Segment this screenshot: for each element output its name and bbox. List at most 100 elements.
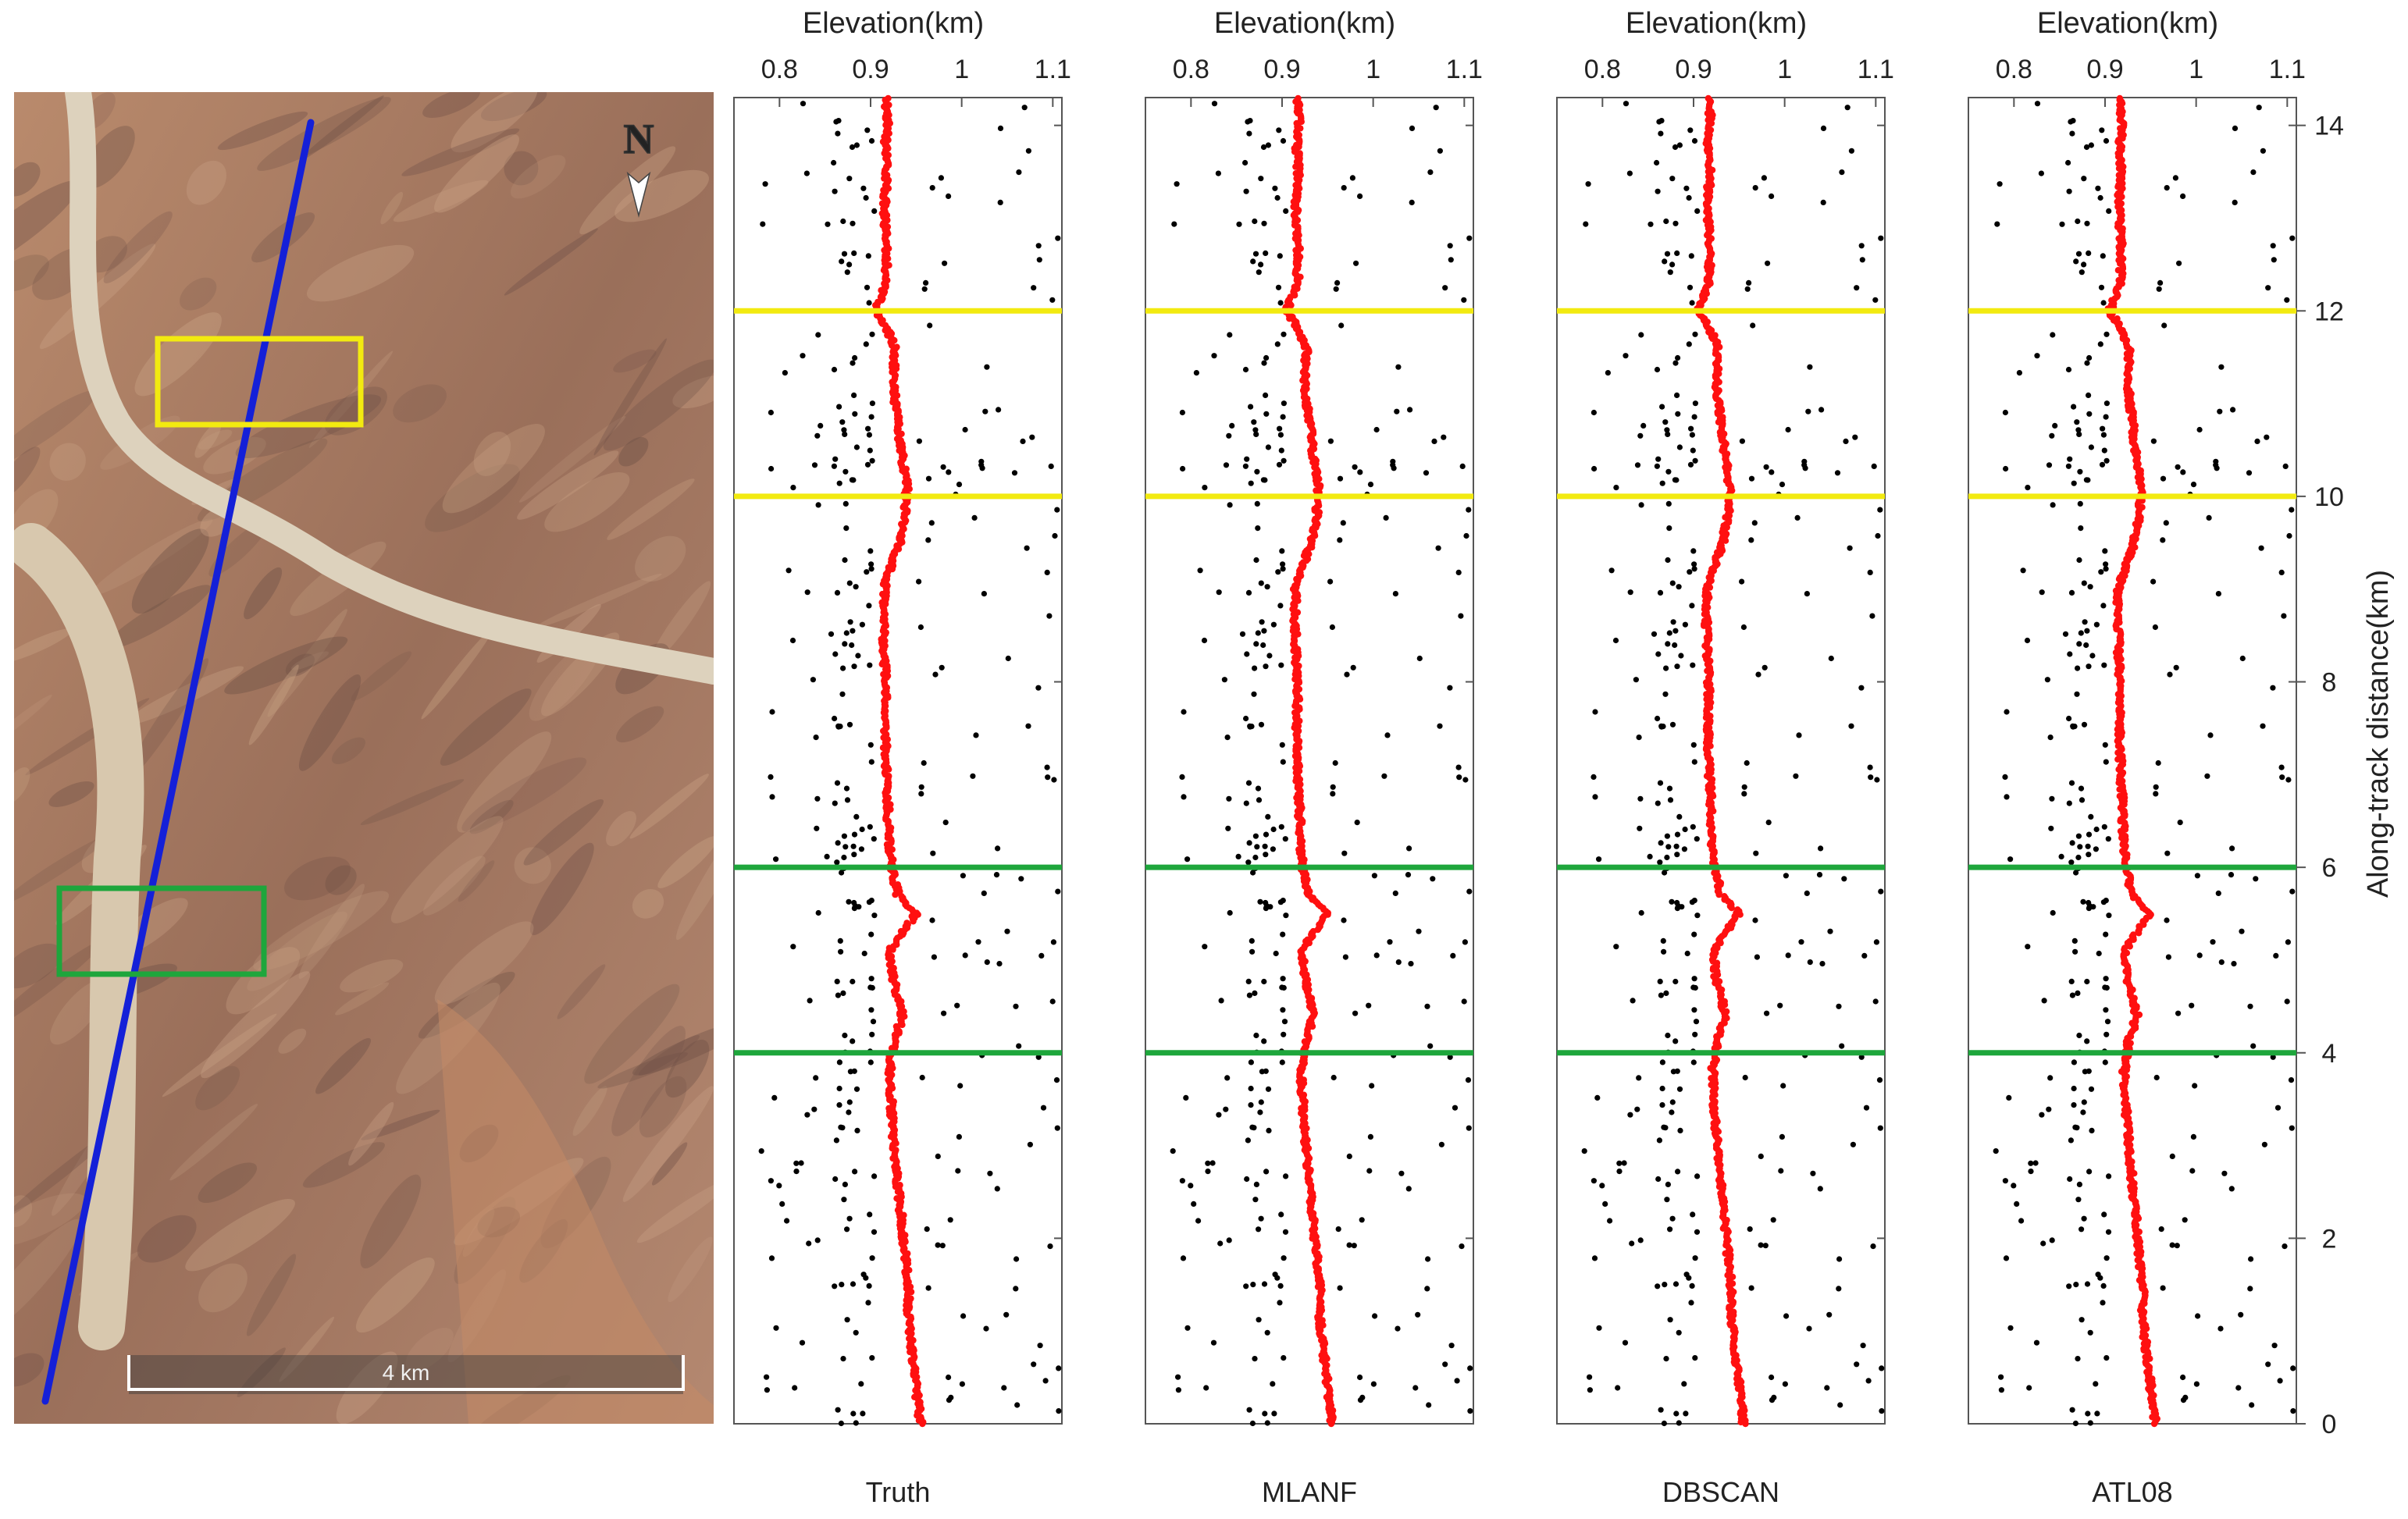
noise-point [2077, 500, 2083, 507]
noise-point [1758, 1153, 1764, 1159]
noise-point [1357, 1374, 1363, 1381]
noise-point [929, 185, 935, 191]
noise-point [962, 426, 968, 433]
noise-point [853, 1329, 859, 1336]
noise-point [1785, 952, 1791, 959]
noise-point [1755, 671, 1761, 678]
noise-point [1658, 724, 1665, 730]
noise-point [2176, 260, 2182, 266]
terrain-patch [442, 424, 545, 514]
noise-point [789, 637, 796, 644]
satellite-map: N 4 km [14, 92, 714, 1424]
noise-point [1780, 1083, 1786, 1089]
noise-point [930, 850, 936, 856]
noise-point [2271, 257, 2277, 263]
noise-point [2103, 457, 2110, 464]
noise-point [2150, 578, 2157, 585]
noise-point [1676, 813, 1683, 820]
noise-point [1256, 1317, 1262, 1323]
noise-point [2052, 422, 2058, 429]
noise-point [2081, 1099, 2087, 1105]
terrain-patch [504, 228, 598, 296]
noise-point [2066, 715, 2072, 722]
noise-point [2072, 1420, 2079, 1427]
noise-point [1591, 465, 1598, 472]
noise-point [1647, 853, 1653, 859]
noise-point [2073, 1282, 2079, 1288]
noise-point [2258, 545, 2264, 551]
noise-point [1459, 463, 1466, 470]
noise-point [1217, 1240, 1224, 1247]
noise-point [2260, 723, 2266, 729]
noise-point [2080, 1109, 2086, 1115]
terrain-patch [251, 212, 315, 263]
noise-point [2081, 721, 2088, 727]
noise-point [2016, 370, 2022, 376]
x-tick-label: 0.9 [2086, 55, 2123, 84]
noise-point [1656, 1137, 1662, 1144]
noise-point [1270, 846, 1276, 852]
noise-point [1049, 998, 1056, 1005]
noise-point [1879, 1365, 1885, 1371]
noise-point [1843, 438, 1849, 445]
noise-point [917, 624, 924, 631]
terrain-patch [198, 1263, 248, 1313]
noise-point [2076, 1181, 2082, 1187]
noise-point [1868, 774, 1874, 781]
noise-point [1184, 1325, 1191, 1331]
noise-point [2232, 125, 2239, 131]
noise-point [1264, 1329, 1270, 1336]
noise-point [2058, 853, 2064, 859]
noise-point [1826, 1311, 1833, 1318]
terrain-patch [198, 1162, 258, 1203]
noise-point [2195, 1313, 2201, 1319]
noise-point [1599, 1183, 1605, 1189]
noise-point [850, 843, 857, 849]
terrain-patch [14, 162, 41, 197]
noise-point [1634, 1106, 1640, 1112]
noise-point [1659, 1059, 1665, 1065]
noise-point [1839, 1043, 1845, 1049]
noise-point [2103, 1355, 2110, 1361]
noise-point [834, 780, 841, 786]
noise-point [1252, 251, 1259, 257]
noise-point [1262, 843, 1268, 849]
noise-point [2103, 1255, 2110, 1261]
noise-point [1367, 1133, 1373, 1140]
noise-point [2075, 990, 2081, 996]
noise-point [1265, 444, 1271, 450]
noise-point [815, 332, 821, 338]
noise-point [846, 1109, 852, 1115]
terrain-patch [298, 674, 362, 771]
noise-point [940, 464, 946, 470]
noise-point [1437, 723, 1443, 729]
noise-point [1184, 856, 1191, 863]
noise-point [835, 840, 841, 846]
noise-point [1263, 899, 1269, 906]
noise-point [861, 950, 867, 957]
terrain-patch [632, 1019, 714, 1076]
noise-point [1627, 1112, 1633, 1118]
terrain-patch [672, 375, 714, 409]
noise-point [762, 181, 768, 187]
noise-point [868, 566, 875, 572]
noise-point [1848, 723, 1854, 729]
noise-point [868, 561, 875, 567]
noise-point [1215, 170, 1221, 176]
terrain-patch [246, 1254, 297, 1336]
noise-point [1594, 1094, 1601, 1101]
noise-point [836, 480, 842, 486]
noise-point [2100, 603, 2107, 609]
noise-point [1329, 624, 1335, 631]
noise-point [2084, 220, 2090, 226]
noise-point [1249, 1420, 1256, 1427]
noise-point [1819, 961, 1826, 967]
noise-point [1004, 928, 1010, 934]
noise-point [1031, 285, 1037, 291]
x-tick-label: 0.9 [1675, 55, 1712, 84]
noise-point [2100, 1300, 2106, 1306]
noise-point [1686, 341, 1692, 347]
noise-point [2248, 1256, 2254, 1262]
noise-point [2158, 1226, 2164, 1233]
noise-point [1678, 653, 1684, 659]
